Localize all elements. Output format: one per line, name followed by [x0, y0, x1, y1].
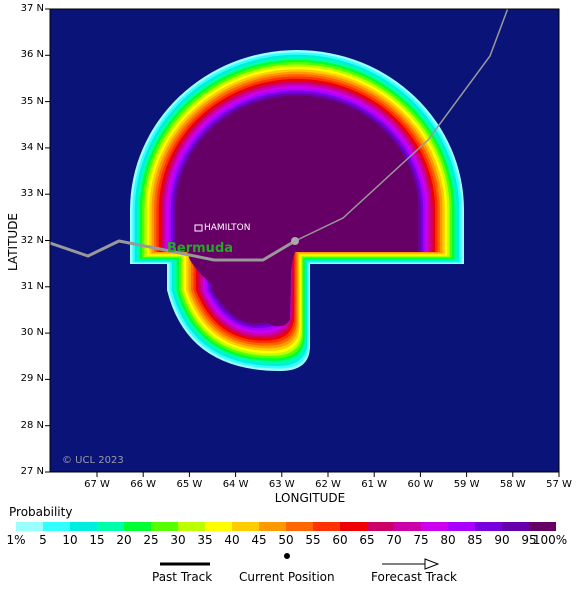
- colorbar-cell: [394, 522, 421, 531]
- colorbar-label: 75: [413, 533, 429, 547]
- colorbar-label: 85: [467, 533, 483, 547]
- colorbar-label: 1%: [6, 533, 26, 547]
- colorbar-label: 65: [359, 533, 375, 547]
- colorbar-label: 20: [116, 533, 132, 547]
- latitude-tick-label: 29 N: [20, 373, 44, 385]
- past-track-label: Past Track: [152, 570, 213, 584]
- colorbar-cell: [151, 522, 178, 531]
- colorbar-cell: [313, 522, 340, 531]
- colorbar-label: 45: [251, 533, 267, 547]
- colorbar-label: 5: [39, 533, 47, 547]
- colorbar-label: 60: [332, 533, 348, 547]
- latitude-tick-label: 37 N: [20, 3, 44, 14]
- longitude-tick-label: 60 W: [407, 479, 434, 490]
- latitude-axis-title: LATITUDE: [6, 212, 20, 272]
- probability-swath: [130, 50, 464, 371]
- colorbar-label: 90: [494, 533, 510, 547]
- colorbar-cell: [232, 522, 259, 531]
- latitude-tick-label: 31 N: [20, 280, 44, 292]
- colorbar-cell: [259, 522, 286, 531]
- colorbar-cell: [124, 522, 151, 531]
- forecast-track-label: Forecast Track: [371, 570, 457, 584]
- colorbar-label: 70: [386, 533, 402, 547]
- past-track-line: [50, 239, 296, 262]
- longitude-tick-label: 64 W: [222, 479, 249, 490]
- colorbar-label: 50: [278, 533, 294, 547]
- colorbar-cell: [97, 522, 124, 531]
- latitude-tick-label: 27 N: [20, 466, 44, 477]
- latitude-tick-label: 30 N: [20, 327, 44, 339]
- colorbar-label: 30: [170, 533, 186, 547]
- colorbar-cell: [421, 522, 448, 531]
- current-position-key-icon: [284, 553, 290, 559]
- longitude-tick-label: 63 W: [268, 479, 295, 490]
- forecast-track-key-arrow-icon: [424, 558, 440, 570]
- colorbar-cell: [475, 522, 502, 531]
- longitude-tick-label: 65 W: [176, 479, 203, 490]
- swath-core: [183, 120, 415, 327]
- latitude-tick-label: 35 N: [20, 95, 44, 107]
- colorbar-cell: [70, 522, 97, 531]
- longitude-tick-label: 61 W: [361, 479, 388, 490]
- colorbar-cell: [529, 522, 556, 531]
- longitude-tick-label: 57 W: [546, 479, 572, 490]
- colorbar-label: 55: [305, 533, 321, 547]
- longitude-tick-label: 58 W: [499, 479, 526, 490]
- colorbar-label: 15: [89, 533, 105, 547]
- island-label: Bermuda: [167, 241, 234, 256]
- longitude-tick-label: 59 W: [453, 479, 480, 490]
- city-label: HAMILTON: [204, 223, 251, 233]
- latitude-tick-label: 34 N: [20, 141, 44, 153]
- longitude-axis-title: LONGITUDE: [274, 491, 346, 505]
- longitude-tick-label: 66 W: [130, 479, 157, 490]
- copyright-text: © UCL 2023: [62, 455, 124, 466]
- colorbar-cell: [178, 522, 205, 531]
- colorbar-label: 80: [440, 533, 456, 547]
- colorbar-cell: [367, 522, 394, 531]
- colorbar-cell: [205, 522, 232, 531]
- colorbar-label: 100%: [532, 533, 568, 547]
- longitude-tick-label: 67 W: [84, 479, 110, 490]
- colorbar-cell: [43, 522, 70, 531]
- colorbar-cell: [448, 522, 475, 531]
- colorbar-label: 10: [62, 533, 78, 547]
- latitude-tick-label: 36 N: [20, 49, 44, 61]
- colorbar-cell: [340, 522, 367, 531]
- tracks: [50, 9, 509, 262]
- latitude-tick-label: 33 N: [20, 188, 44, 200]
- colorbar-cell: [286, 522, 313, 531]
- axis-ticks: [45, 8, 560, 477]
- legend-title: Probability: [9, 505, 73, 519]
- colorbar-label: 95: [521, 533, 537, 547]
- city-icon: [194, 224, 203, 232]
- latitude-tick-label: 28 N: [20, 419, 44, 431]
- longitude-tick-label: 62 W: [315, 479, 341, 490]
- probability-colorbar: [16, 522, 556, 531]
- colorbar-label: 25: [143, 533, 159, 547]
- colorbar-cell: [16, 522, 43, 531]
- latitude-tick-label: 32 N: [20, 234, 44, 246]
- colorbar-label: 35: [197, 533, 213, 547]
- forecast-track-line: [294, 9, 509, 242]
- current-position-marker: [291, 237, 299, 245]
- colorbar-label: 40: [224, 533, 240, 547]
- current-position-label: Current Position: [239, 570, 335, 584]
- colorbar-cell: [502, 522, 529, 531]
